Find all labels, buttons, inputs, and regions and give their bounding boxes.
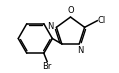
Text: Cl: Cl <box>98 16 106 25</box>
Text: N: N <box>77 46 84 55</box>
Text: O: O <box>67 6 74 15</box>
Text: N: N <box>48 22 54 31</box>
Text: Br: Br <box>42 62 52 71</box>
